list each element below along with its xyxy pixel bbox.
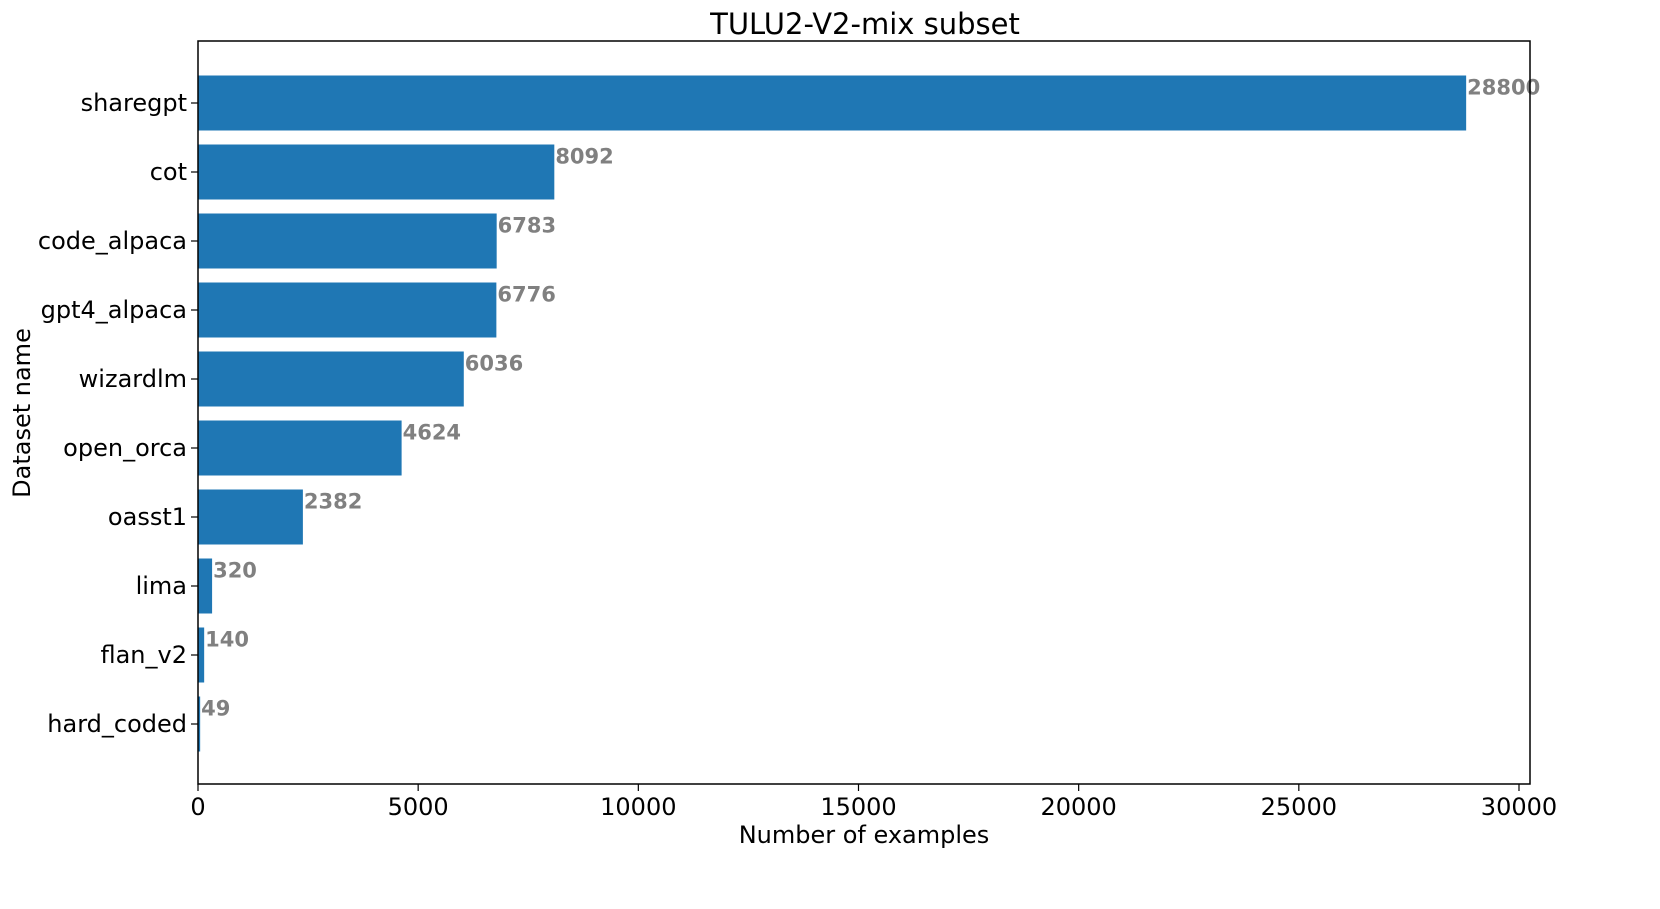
data-label-oasst1: 2382	[304, 490, 362, 514]
bar-hard-coded	[198, 696, 201, 752]
x-tick-label: 10000	[600, 793, 676, 821]
bar-sharegpt	[198, 75, 1467, 131]
data-labels-group: 28800 8092 6783 6776 6036 4624 2382 320 140 49	[201, 76, 1540, 721]
bars-group	[198, 75, 1467, 752]
y-axis-title: Dataset name	[8, 328, 36, 498]
bar-cot	[198, 144, 555, 200]
plot-frame	[197, 40, 1531, 785]
y-tick-label-lima: lima	[136, 572, 187, 600]
bar-code-alpaca	[198, 213, 497, 269]
data-label-flan-v2: 140	[205, 628, 249, 652]
data-label-sharegpt: 28800	[1467, 76, 1540, 100]
x-tick-label: 30000	[1481, 793, 1557, 821]
x-tick-label: 25000	[1261, 793, 1337, 821]
data-label-gpt4-alpaca: 6776	[497, 283, 555, 307]
bar-oasst1	[198, 489, 303, 545]
data-label-lima: 320	[213, 559, 257, 583]
x-tick-label: 15000	[820, 793, 896, 821]
x-tick-label: 5000	[388, 793, 449, 821]
y-tick-label-flan-v2: flan_v2	[100, 641, 187, 669]
y-tick-label-cot: cot	[150, 158, 187, 186]
data-label-wizardlm: 6036	[465, 352, 523, 376]
bar-flan-v2	[198, 627, 205, 683]
data-label-cot: 8092	[555, 145, 613, 169]
bar-lima	[198, 558, 213, 614]
y-tick-label-sharegpt: sharegpt	[81, 89, 187, 117]
y-tick-label-oasst1: oasst1	[108, 503, 187, 531]
y-tick-label-code-alpaca: code_alpaca	[38, 227, 187, 255]
bar-open-orca	[198, 420, 402, 476]
y-tick-label-wizardlm: wizardlm	[79, 365, 187, 393]
x-tick-label: 0	[190, 793, 205, 821]
data-label-hard-coded: 49	[201, 697, 230, 721]
y-axis-ticks: sharegpt cot code_alpaca gpt4_alpacawizardl…	[38, 89, 198, 738]
y-tick-label-hard-coded: hard_coded	[47, 710, 187, 738]
data-label-open-orca: 4624	[403, 421, 461, 445]
data-label-code-alpaca: 6783	[498, 214, 556, 238]
y-tick-label-gpt4-alpaca: gpt4_alpaca	[41, 296, 187, 324]
bar-gpt4-alpaca	[198, 282, 497, 338]
x-axis-title: Number of examples	[739, 821, 990, 849]
y-tick-label-open-orca: open_orca	[63, 434, 187, 462]
chart-title: TULU2-V2-mix subset	[709, 7, 1020, 41]
x-tick-label: 20000	[1040, 793, 1116, 821]
bar-wizardlm	[198, 351, 464, 407]
x-axis-ticks: 0 5000 10000 15000 20000 25000 30000	[190, 784, 1557, 821]
